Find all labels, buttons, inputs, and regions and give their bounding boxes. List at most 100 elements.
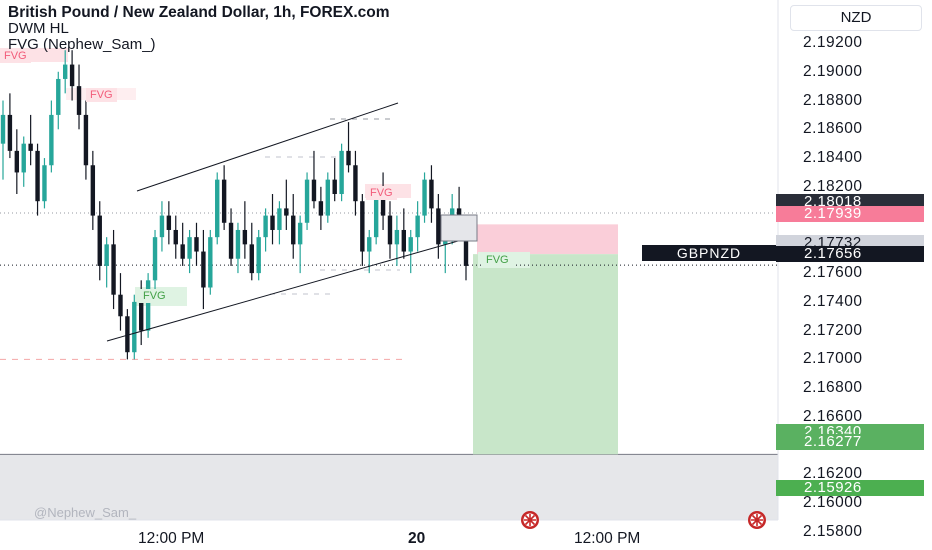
candle-body: [145, 280, 151, 331]
candle-body: [0, 114, 6, 144]
candle-body: [436, 208, 441, 245]
price-tick-label: 2.18400: [803, 149, 863, 167]
candle-body: [111, 244, 116, 295]
price-tick-label: 2.16800: [803, 379, 863, 397]
fvg-label-2: FVG: [86, 88, 117, 102]
time-tick-label: 12:00 PM: [138, 530, 205, 547]
fvg-label-1: FVG: [0, 49, 31, 63]
zones-layer: [0, 48, 778, 520]
candle-body: [346, 150, 351, 166]
candle-body: [56, 78, 61, 115]
candle-body: [215, 179, 220, 238]
candle-body: [415, 215, 420, 238]
candle-body: [284, 208, 289, 216]
price-tick-label: 2.19200: [803, 34, 863, 51]
candle-body: [132, 301, 137, 353]
candle-body: [159, 215, 165, 238]
time-tick-label: 12:00 PM: [574, 530, 641, 547]
entry-marker-box: [440, 214, 478, 242]
candle-body: [394, 229, 400, 245]
candle-body: [42, 165, 47, 202]
take-profit-zone: [473, 254, 618, 455]
indicator-fvg[interactable]: FVG (Nephew_Sam_): [8, 36, 156, 53]
candle-body: [263, 215, 268, 238]
fvg-label-5: FVG: [482, 253, 513, 267]
price-tick-label: 2.16200: [803, 465, 863, 483]
candle-body: [256, 237, 261, 274]
candle-body: [28, 143, 33, 151]
price-tick-label: 2.17600: [803, 264, 863, 282]
candle-body: [291, 215, 296, 245]
price-tick-label: 2.16600: [803, 407, 863, 425]
fvg-label-3: FVG: [139, 289, 170, 303]
candle-body: [125, 316, 130, 353]
candle-body: [325, 179, 330, 216]
candle-body: [83, 114, 89, 166]
fvg-label-4: FVG: [366, 186, 397, 200]
candle-body: [387, 215, 393, 245]
candle-body: [139, 301, 144, 331]
candle-body: [353, 165, 358, 202]
candle-body: [62, 64, 68, 79]
price-tick-label: 2.18200: [803, 177, 863, 195]
price-tick-label: 2.17000: [803, 350, 863, 368]
candle-body: [7, 114, 13, 151]
price-tick-label: 2.15800: [803, 523, 863, 540]
price-badge: 2.17939: [776, 206, 924, 222]
price-tick-label: 2.17200: [803, 321, 863, 339]
candle-body: [408, 237, 413, 252]
candle-body: [360, 201, 365, 252]
candle-body: [14, 150, 20, 173]
candle-body: [235, 229, 241, 259]
candle-body: [332, 179, 337, 195]
candle-body: [49, 114, 54, 166]
chart-title: British Pound / New Zealand Dollar, 1h, …: [8, 4, 390, 21]
candle-body: [166, 215, 172, 230]
indicator-dwm-hl[interactable]: DWM HL: [8, 20, 69, 37]
price-tick-label: 2.19000: [803, 62, 863, 80]
candle-body: [311, 179, 317, 202]
candle-body: [318, 201, 324, 216]
candle-body: [339, 150, 344, 195]
candle-body: [76, 86, 82, 115]
channel-upper-line: [136, 102, 399, 192]
uk-flag-event-icon[interactable]: [739, 511, 775, 529]
candle-body: [373, 194, 379, 238]
candle-body: [21, 143, 26, 173]
price-tick-label: 2.18800: [803, 91, 863, 109]
currency-selector[interactable]: NZD: [790, 5, 922, 31]
lower-range-zone: [0, 454, 778, 520]
price-badge: 2.15926: [776, 480, 924, 496]
candle-body: [90, 165, 96, 216]
candle-body: [194, 237, 199, 252]
candle-body: [201, 251, 206, 288]
time-tick-label: 20: [408, 530, 426, 547]
candle-body: [208, 237, 213, 288]
candle-body: [270, 215, 275, 230]
uk-flag-event-icon[interactable]: [512, 511, 548, 529]
candle-body: [422, 179, 427, 216]
candle-body: [118, 294, 123, 317]
symbol-label: GBPNZD: [642, 245, 776, 261]
channel-lower-line: [106, 238, 466, 342]
candle-body: [104, 244, 109, 266]
price-tick-label: 2.18600: [803, 120, 863, 138]
candle-body: [463, 229, 469, 266]
candle-body: [277, 208, 282, 230]
candle-body: [35, 150, 40, 202]
price-badge: 2.17656: [776, 246, 924, 262]
candle-body: [297, 222, 303, 245]
candle-body: [304, 179, 310, 223]
candle-body: [152, 237, 158, 281]
candle-body: [401, 229, 407, 252]
stop-loss-zone: [477, 224, 618, 255]
price-badge: 2.16277: [776, 434, 924, 450]
candle-body: [187, 237, 192, 259]
candle-body: [228, 222, 234, 259]
candle-body: [69, 64, 75, 87]
candle-body: [380, 194, 386, 216]
candle-body: [367, 237, 372, 252]
candle-body: [429, 179, 434, 209]
candle-body: [242, 229, 248, 245]
